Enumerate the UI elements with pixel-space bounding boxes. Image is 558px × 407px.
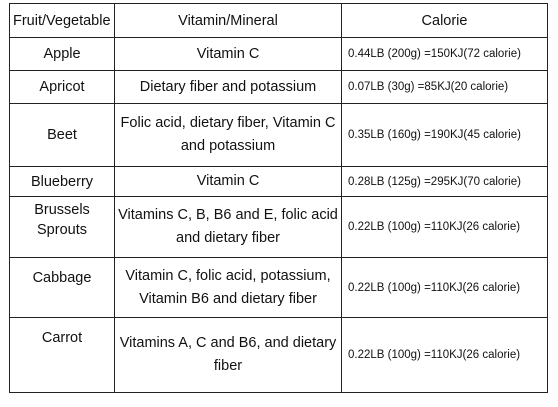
header-fruit-vegetable: Fruit/Vegetable xyxy=(9,3,115,38)
row-name: Blueberry xyxy=(9,166,115,197)
row-calorie: 0.44LB (200g) =150KJ(72 calorie) xyxy=(341,37,548,71)
table-row: Beet Folic acid, dietary fiber, Vitamin … xyxy=(9,103,548,167)
table-row: Blueberry Vitamin C 0.28LB (125g) =295KJ… xyxy=(9,166,548,197)
vitamin-line: Vitamin B6 and dietary fiber xyxy=(139,290,317,307)
row-vitamin: Vitamins C, B, B6 and E, folic acid and … xyxy=(114,196,342,258)
header-vitamin-mineral: Vitamin/Mineral xyxy=(114,3,342,38)
vitamin-line: Vitamins A, C and B6, and dietary xyxy=(119,335,337,351)
header-row: Fruit/Vegetable Vitamin/Mineral Calorie xyxy=(9,3,548,38)
vitamin-line: and potassium xyxy=(180,138,276,154)
row-name: Beet xyxy=(9,103,115,167)
vitamin-line: Folic acid, dietary fiber, Vitamin C xyxy=(120,115,336,131)
table-row: Brussels Sprouts Vitamins C, B, B6 and E… xyxy=(9,196,548,258)
row-calorie: 0.22LB (100g) =110KJ(26 calorie) xyxy=(341,317,548,393)
vitamin-line: fiber xyxy=(213,358,243,374)
table-row: Apple Vitamin C 0.44LB (200g) =150KJ(72 … xyxy=(9,37,548,71)
row-calorie: 0.22LB (100g) =110KJ(26 calorie) xyxy=(341,196,548,258)
vitamin-line: Vitamins C, B, B6 and E, folic acid xyxy=(118,207,338,223)
table-row: Carrot Vitamins A, C and B6, and dietary… xyxy=(9,317,548,393)
row-calorie: 0.22LB (100g) =110KJ(26 calorie) xyxy=(341,257,548,318)
header-calorie: Calorie xyxy=(341,3,548,38)
row-vitamin: Vitamins A, C and B6, and dietary fiber xyxy=(114,317,342,393)
table-row: Apricot Dietary fiber and potassium 0.07… xyxy=(9,70,548,104)
row-name: Apple xyxy=(9,37,115,71)
row-vitamin: Dietary fiber and potassium xyxy=(114,70,342,104)
row-vitamin: Folic acid, dietary fiber, Vitamin C and… xyxy=(114,103,342,167)
row-name: Brussels Sprouts xyxy=(9,196,115,258)
nutrition-table: Fruit/Vegetable Vitamin/Mineral Calorie … xyxy=(9,3,548,393)
vitamin-line: Vitamin C, folic acid, potassium, xyxy=(125,267,331,284)
row-name: Apricot xyxy=(9,70,115,104)
row-name: Cabbage xyxy=(9,257,115,318)
row-vitamin: Vitamin C, folic acid, potassium, Vitami… xyxy=(114,257,342,318)
row-name: Carrot xyxy=(9,317,115,393)
row-calorie: 0.28LB (125g) =295KJ(70 calorie) xyxy=(341,166,548,197)
table-row: Cabbage Vitamin C, folic acid, potassium… xyxy=(9,257,548,318)
row-calorie: 0.35LB (160g) =190KJ(45 calorie) xyxy=(341,103,548,167)
row-calorie: 0.07LB (30g) =85KJ(20 calorie) xyxy=(341,70,548,104)
vitamin-line: and dietary fiber xyxy=(176,230,280,246)
row-vitamin: Vitamin C xyxy=(114,37,342,71)
row-vitamin: Vitamin C xyxy=(114,166,342,197)
